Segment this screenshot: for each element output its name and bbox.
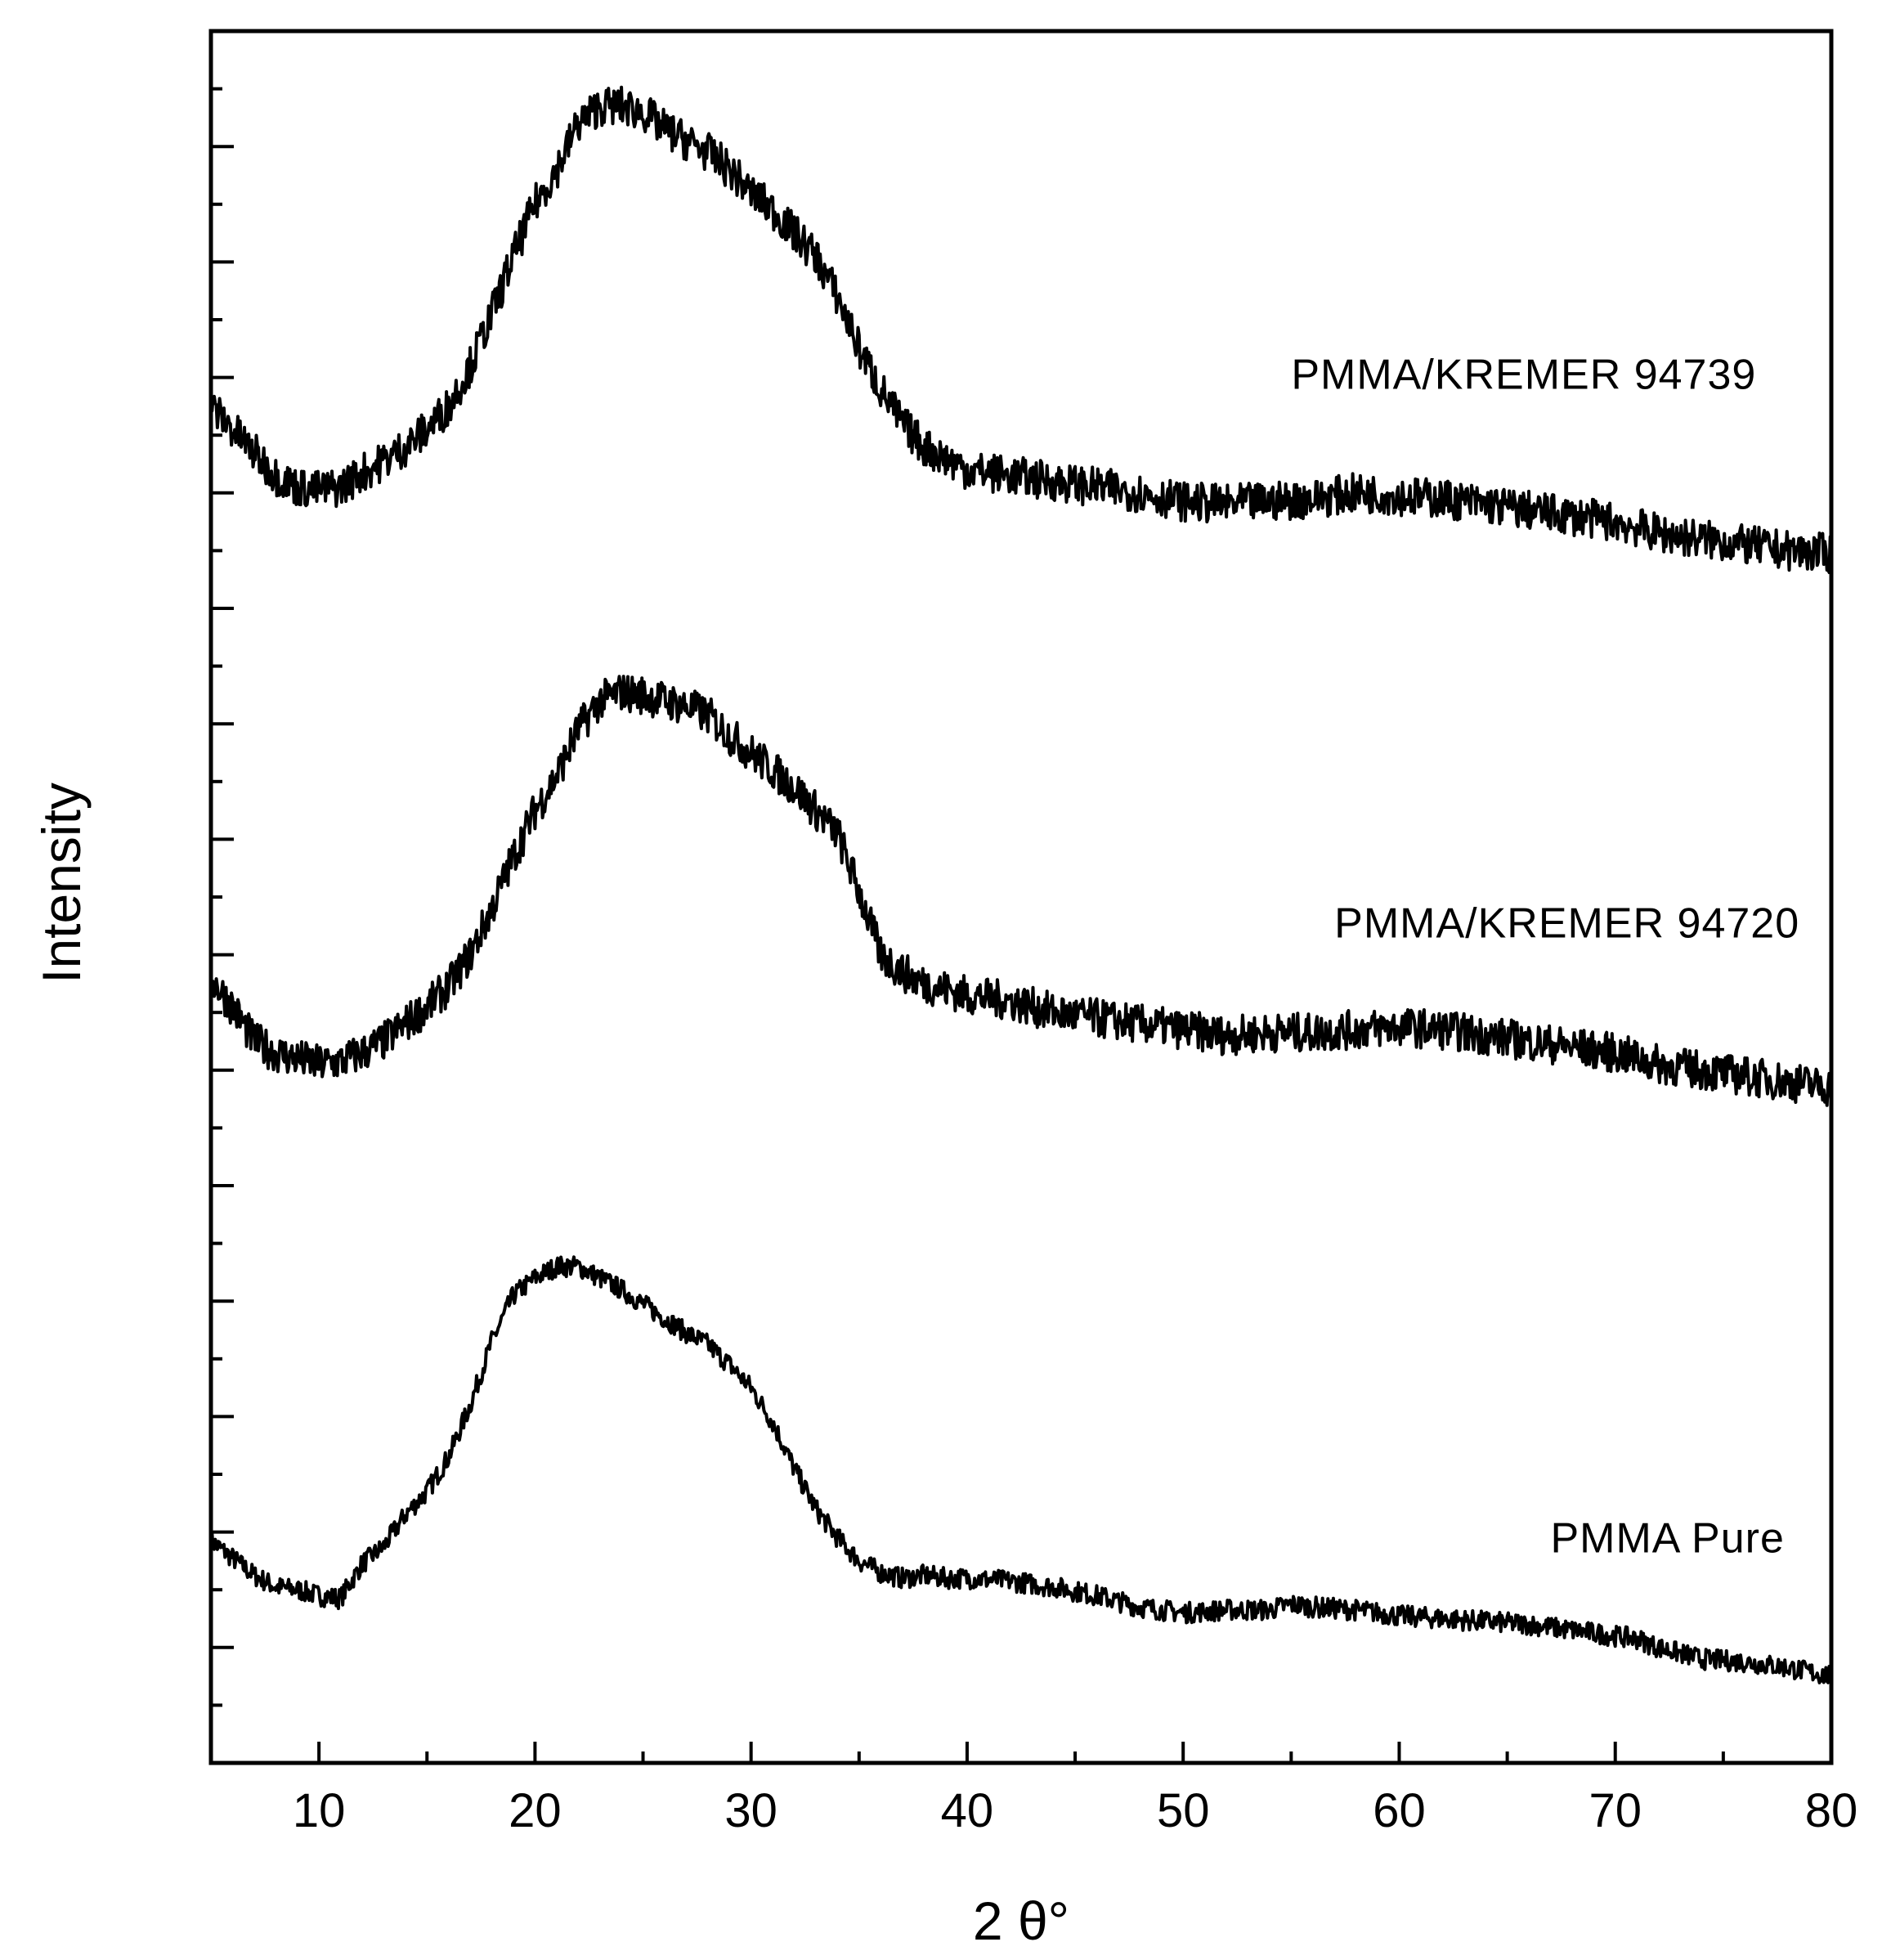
plot-frame	[208, 29, 1834, 1765]
series-line-3	[209, 85, 1833, 574]
x-tick-label: 40	[941, 1784, 994, 1837]
series-line-2	[209, 675, 1833, 1107]
x-tick-label: 30	[724, 1784, 777, 1837]
x-tick-label: 20	[509, 1784, 562, 1837]
x-axis-title: 2 θ°	[973, 1890, 1069, 1951]
series-line-1	[209, 1255, 1833, 1684]
x-tick-label: 70	[1588, 1784, 1642, 1837]
x-tick-label: 60	[1373, 1784, 1426, 1837]
x-tick-label: 50	[1157, 1784, 1210, 1837]
series-annotation: PMMA/KREMER 94720	[1334, 899, 1799, 947]
x-tick-label: 80	[1805, 1784, 1858, 1837]
series-lines	[209, 85, 1833, 1684]
y-axis-title: Intensity	[31, 783, 92, 984]
x-tick-label: 10	[293, 1784, 346, 1837]
series-annotation: PMMA/KREMER 94739	[1291, 352, 1756, 399]
x-tick-labels: 10 20 30 40 50 60 70 80	[293, 1784, 1857, 1837]
series-annotation: PMMA Pure	[1550, 1514, 1784, 1562]
series-annotations: PMMA/KREMER 94739 PMMA/KREMER 94720 PMMA P…	[1291, 352, 1799, 1563]
